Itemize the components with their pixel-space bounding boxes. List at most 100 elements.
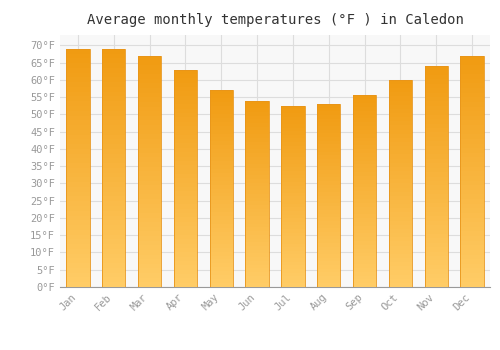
Bar <box>460 176 483 181</box>
Bar <box>460 111 483 116</box>
Bar <box>210 114 233 118</box>
Bar <box>138 79 161 83</box>
Bar <box>246 160 268 164</box>
Bar <box>282 254 304 258</box>
Bar <box>138 254 161 259</box>
Bar <box>424 124 448 128</box>
Bar <box>460 259 483 264</box>
Bar <box>210 138 233 141</box>
Bar <box>102 149 126 154</box>
Bar <box>246 272 268 276</box>
Bar <box>174 74 197 78</box>
Bar <box>282 247 304 251</box>
Bar <box>174 78 197 83</box>
Bar <box>210 153 233 157</box>
Bar <box>246 175 268 179</box>
Bar <box>353 103 376 107</box>
Bar <box>424 282 448 287</box>
Bar <box>424 274 448 278</box>
Bar <box>246 216 268 220</box>
Bar <box>424 163 448 168</box>
Bar <box>210 110 233 114</box>
Bar <box>424 243 448 247</box>
Bar <box>282 182 304 186</box>
Bar <box>424 225 448 230</box>
Bar <box>424 260 448 265</box>
Bar <box>246 268 268 272</box>
Bar <box>282 204 304 207</box>
Bar <box>138 245 161 250</box>
Bar <box>353 180 376 183</box>
Bar <box>66 206 90 211</box>
Bar <box>282 164 304 167</box>
Bar <box>389 154 412 159</box>
Bar <box>246 250 268 253</box>
Bar <box>174 165 197 169</box>
Bar <box>246 179 268 183</box>
Bar <box>174 183 197 187</box>
Bar <box>317 284 340 287</box>
Bar <box>317 141 340 144</box>
Bar <box>282 273 304 276</box>
Bar <box>317 214 340 217</box>
Bar <box>424 128 448 132</box>
Bar <box>460 130 483 134</box>
Bar <box>282 207 304 211</box>
Bar <box>389 208 412 212</box>
Bar <box>210 267 233 271</box>
Bar <box>282 146 304 149</box>
Bar <box>389 212 412 217</box>
Bar <box>282 265 304 269</box>
Bar <box>102 239 126 244</box>
Bar <box>317 247 340 250</box>
Bar <box>246 100 268 287</box>
Bar <box>102 134 126 139</box>
Bar <box>66 258 90 263</box>
Bar <box>282 127 304 131</box>
Bar <box>246 257 268 261</box>
Bar <box>353 272 376 275</box>
Bar <box>210 208 233 212</box>
Bar <box>246 138 268 142</box>
Bar <box>102 282 126 287</box>
Bar <box>102 216 126 220</box>
Bar <box>102 130 126 134</box>
Bar <box>174 230 197 235</box>
Bar <box>102 249 126 254</box>
Bar <box>424 172 448 176</box>
Bar <box>66 211 90 216</box>
Bar <box>317 210 340 214</box>
Bar <box>246 145 268 149</box>
Bar <box>138 74 161 79</box>
Bar <box>460 245 483 250</box>
Bar <box>389 130 412 134</box>
Bar <box>389 233 412 237</box>
Bar <box>246 253 268 257</box>
Bar <box>424 66 448 287</box>
Bar <box>246 242 268 246</box>
Bar <box>174 152 197 156</box>
Bar <box>66 220 90 225</box>
Bar <box>66 97 90 101</box>
Bar <box>317 119 340 122</box>
Bar <box>210 201 233 204</box>
Bar <box>246 153 268 156</box>
Bar <box>353 99 376 103</box>
Bar <box>102 244 126 249</box>
Bar <box>210 177 233 181</box>
Bar <box>353 172 376 176</box>
Bar <box>424 75 448 79</box>
Bar <box>66 82 90 87</box>
Bar <box>317 111 340 115</box>
Bar <box>102 278 126 282</box>
Bar <box>424 208 448 212</box>
Bar <box>282 258 304 262</box>
Bar <box>210 220 233 224</box>
Bar <box>460 268 483 273</box>
Bar <box>317 144 340 148</box>
Bar <box>282 215 304 218</box>
Bar <box>138 158 161 162</box>
Bar <box>389 159 412 163</box>
Bar <box>282 113 304 117</box>
Bar <box>246 220 268 224</box>
